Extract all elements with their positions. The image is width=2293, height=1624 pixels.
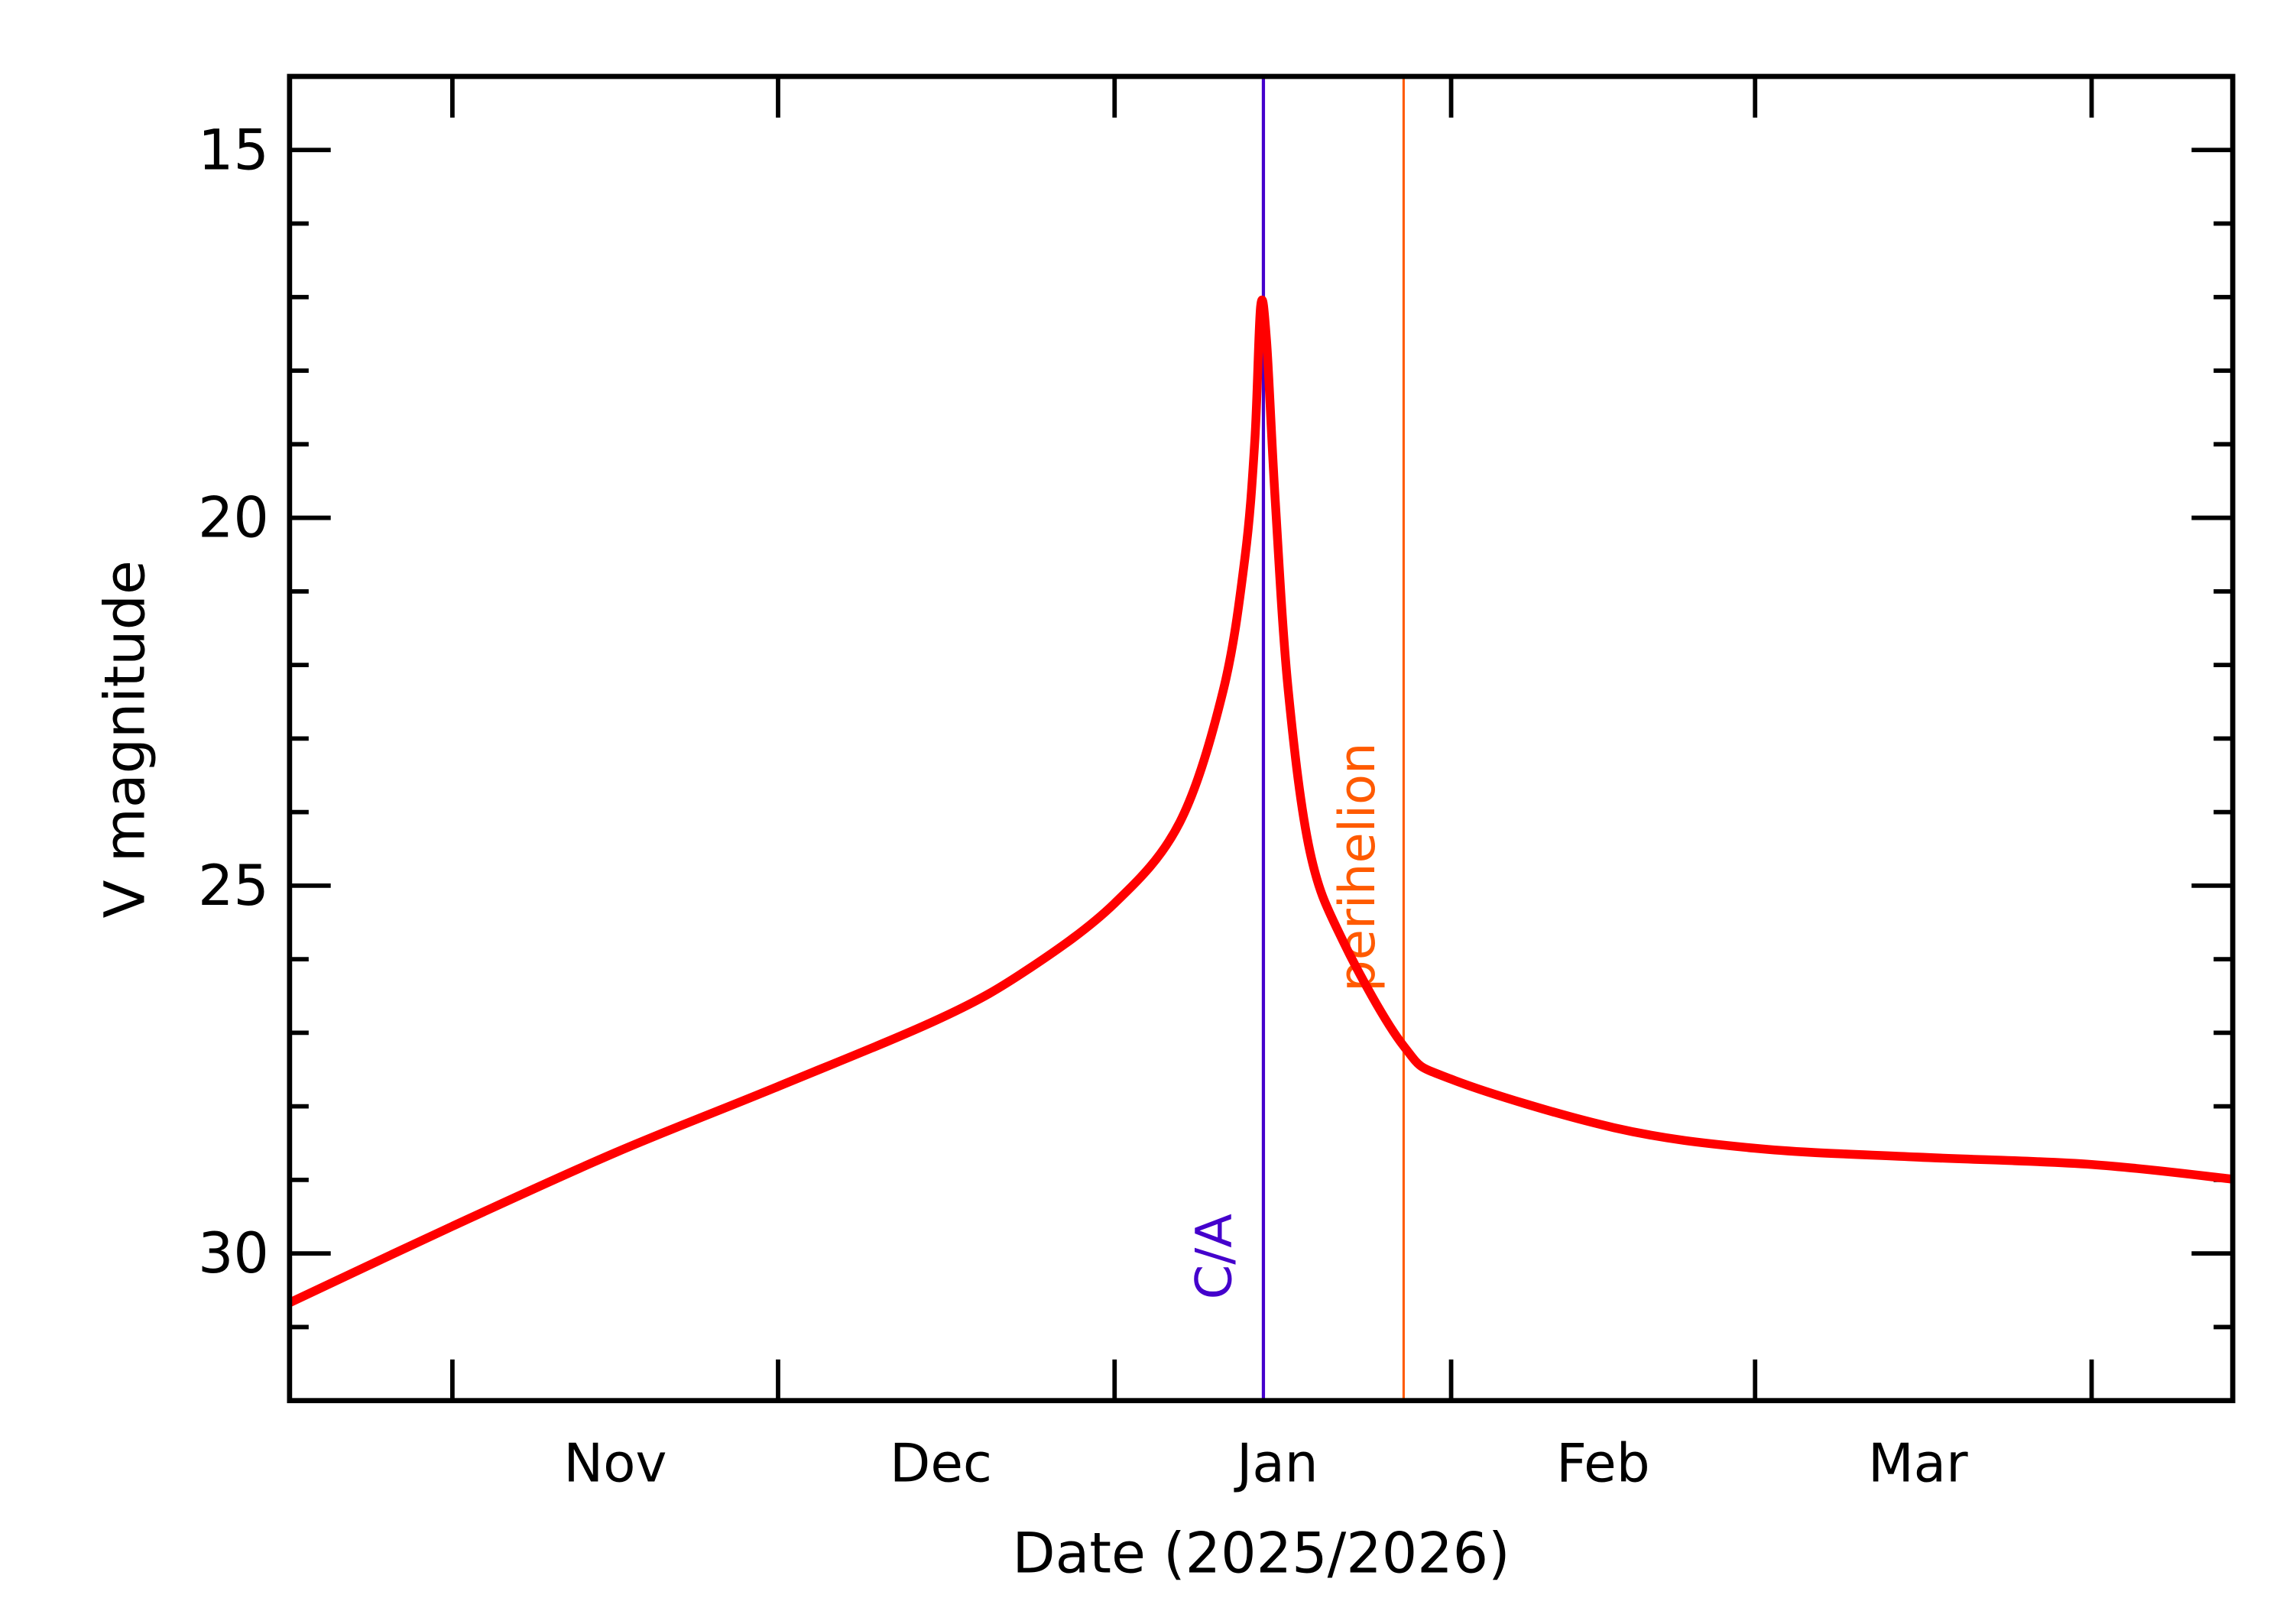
annotation-label: perihelion [1328,743,1387,992]
y-tick-label: 20 [198,486,269,551]
annotations: C/A perihelion [1185,76,1405,1401]
y-tick-label: 30 [198,1221,269,1286]
y-axis-label: V magnitude [92,560,157,918]
magnitude-curve [287,296,2233,1307]
x-axis-label: Date (2025/2026) [1012,1522,1510,1587]
x-tick-label: Jan [1234,1433,1318,1494]
x-tick-labels: Nov Dec Jan Feb Mar [563,1433,1968,1494]
x-tick-label: Feb [1556,1433,1650,1494]
x-tick-label: Mar [1868,1433,1968,1494]
x-tick-label: Nov [563,1433,666,1494]
plot-frame [287,73,2236,1404]
axis-ticks [289,74,2233,1403]
y-tick-labels: 15 20 25 30 [198,118,269,1286]
annotation-label: C/A [1185,1214,1244,1300]
y-tick-label: 25 [198,854,269,919]
y-tick-label: 15 [198,118,269,183]
x-tick-label: Dec [890,1433,992,1494]
